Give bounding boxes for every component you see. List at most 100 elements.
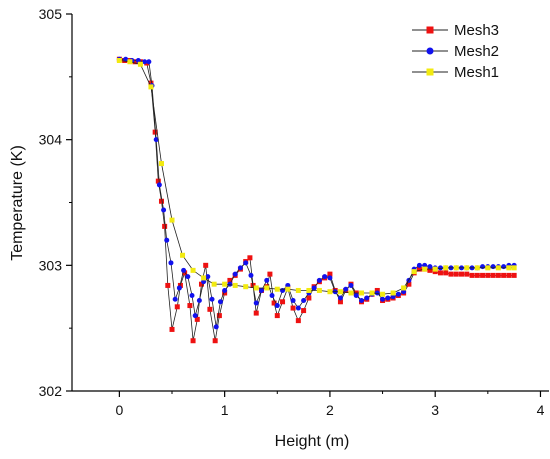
data-point — [153, 137, 159, 143]
legend-label: Mesh3 — [454, 22, 499, 39]
legend: Mesh3 Mesh2 Mesh1 — [412, 22, 499, 81]
data-point — [380, 291, 386, 297]
data-point — [180, 252, 186, 258]
data-point — [385, 295, 391, 301]
data-point — [359, 298, 365, 304]
data-point — [327, 275, 333, 281]
data-point — [501, 264, 507, 270]
legend-label: Mesh1 — [454, 64, 499, 81]
data-point — [501, 272, 507, 278]
data-point — [480, 272, 486, 278]
data-point — [148, 80, 154, 86]
x-tick-label: 2 — [326, 402, 334, 418]
data-point — [216, 313, 222, 319]
data-point — [464, 271, 470, 277]
data-point — [490, 264, 496, 270]
data-point — [264, 285, 270, 291]
data-point — [301, 298, 307, 304]
data-point — [290, 305, 296, 311]
data-point — [192, 313, 198, 319]
data-point — [495, 265, 501, 271]
data-point — [506, 272, 512, 278]
data-point — [432, 266, 438, 272]
data-point — [264, 277, 270, 283]
data-point — [267, 271, 273, 277]
data-point — [369, 290, 375, 296]
data-point — [207, 306, 213, 312]
legend-item-mesh3: Mesh3 — [412, 22, 499, 39]
legend-item-mesh1: Mesh1 — [412, 64, 499, 81]
data-point — [190, 267, 196, 273]
data-point — [205, 274, 211, 280]
data-point — [316, 287, 322, 293]
data-point — [227, 277, 233, 283]
data-point — [511, 272, 517, 278]
data-point — [401, 289, 407, 295]
data-point — [443, 265, 449, 271]
data-point — [274, 313, 280, 319]
data-point — [337, 299, 343, 305]
data-point — [485, 272, 491, 278]
data-point — [506, 265, 512, 271]
data-point — [172, 296, 178, 302]
data-point — [427, 267, 433, 273]
data-point — [453, 265, 459, 271]
data-point — [169, 326, 175, 332]
data-point — [116, 57, 122, 63]
data-point — [406, 281, 412, 287]
data-point — [162, 223, 168, 229]
data-point — [142, 59, 148, 65]
data-point — [168, 260, 174, 266]
data-point — [165, 282, 171, 288]
x-tick-label: 1 — [221, 402, 229, 418]
series-line — [119, 58, 515, 341]
data-point — [253, 285, 259, 291]
data-point — [269, 292, 275, 298]
data-point — [217, 299, 223, 305]
data-point — [464, 265, 470, 271]
data-point — [155, 178, 161, 184]
data-point — [311, 285, 317, 291]
data-point — [158, 161, 164, 167]
data-point — [274, 303, 280, 309]
y-tick-label: 305 — [39, 6, 63, 22]
data-point — [437, 270, 443, 276]
data-point — [426, 68, 434, 76]
data-point — [212, 338, 218, 344]
data-point — [426, 26, 434, 34]
data-point — [227, 281, 233, 287]
plot-area — [116, 56, 517, 344]
data-point — [285, 286, 291, 292]
data-point — [322, 274, 328, 280]
data-point — [196, 298, 202, 304]
data-point — [132, 59, 138, 65]
data-point — [416, 262, 422, 268]
legend-label: Mesh2 — [454, 43, 499, 60]
series-mesh2 — [116, 56, 517, 330]
data-point — [181, 267, 187, 273]
data-point — [203, 262, 209, 268]
data-point — [306, 295, 312, 301]
data-point — [348, 282, 354, 288]
data-point — [348, 290, 354, 296]
data-point — [301, 308, 307, 314]
data-point — [432, 269, 438, 275]
data-point — [176, 285, 182, 291]
data-point — [337, 295, 343, 301]
data-point — [211, 281, 217, 287]
data-point — [285, 282, 291, 288]
data-point — [232, 282, 238, 288]
data-point — [411, 269, 417, 275]
data-point — [187, 303, 193, 309]
data-point — [448, 271, 454, 277]
data-point — [401, 285, 407, 291]
data-point — [337, 289, 343, 295]
data-point — [201, 275, 207, 281]
data-point — [280, 299, 286, 305]
data-point — [353, 292, 359, 298]
data-point — [271, 300, 277, 306]
data-point — [327, 289, 333, 295]
data-point — [474, 272, 480, 278]
data-point — [201, 279, 207, 285]
data-point — [480, 264, 486, 270]
